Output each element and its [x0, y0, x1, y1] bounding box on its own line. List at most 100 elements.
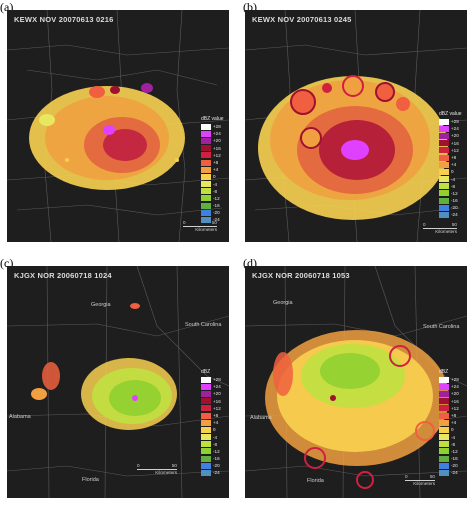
legend-entry: -4	[439, 434, 459, 441]
legend-value: +16	[213, 145, 221, 151]
legend-title: dBZ value	[439, 111, 462, 117]
legend-value: -16	[451, 456, 458, 462]
legend-entry: +16	[201, 145, 221, 152]
place-label-georgia: Georgia	[273, 300, 293, 306]
legend-entry: +20	[439, 132, 459, 139]
legend-value: -20	[213, 463, 220, 469]
legend-swatch	[439, 118, 449, 125]
legend-value: +4	[213, 167, 219, 173]
legend-value: +28	[451, 377, 459, 382]
legend-value: +4	[451, 420, 457, 426]
legend-entry: +12	[201, 405, 221, 412]
legend-swatch	[439, 470, 449, 477]
scale-units: Kilometers	[195, 227, 217, 232]
legend-entry: +16	[201, 398, 221, 405]
legend-swatch	[439, 448, 449, 455]
legend-value: -8	[213, 441, 218, 447]
legend-entry: +24	[439, 125, 459, 132]
legend-entry: -4	[201, 434, 221, 441]
radar-map-b	[245, 10, 467, 242]
legend-value: +28	[213, 377, 221, 382]
legend-value: +4	[451, 162, 457, 168]
legend-entry: -4	[201, 181, 221, 188]
radar-panel-c: KJGX NOR 20060718 1024 Georgia South Car…	[7, 266, 229, 498]
panel-title-d: KJGX NOR 20060718 1053	[252, 271, 350, 280]
legend-entry: -12	[439, 448, 459, 455]
legend-swatch	[201, 166, 211, 173]
scale-bar-b: 0 50 Kilometers	[423, 222, 457, 234]
legend-swatch	[439, 426, 449, 433]
scale-tick: 0	[405, 474, 408, 479]
legend-swatch	[201, 195, 211, 202]
legend-value: +20	[451, 391, 459, 397]
legend-entry: +12	[439, 405, 459, 412]
legend-swatch	[201, 188, 211, 195]
legend-entry: +28	[439, 376, 459, 383]
legend-entry: -8	[439, 183, 459, 190]
legend-swatch	[201, 455, 211, 462]
radar-panel-a: KEWX NOV 20070613 0216 dBZ value +28 +24 +…	[7, 10, 229, 242]
radar-map-c	[7, 266, 229, 498]
legend-entry: -24	[201, 216, 221, 224]
panel-title-c: KJGX NOR 20060718 1024	[14, 271, 112, 280]
legend-title: dBZ value	[201, 116, 224, 122]
legend-entry: -20	[439, 204, 459, 211]
legend-swatch	[201, 412, 211, 419]
legend-swatch	[201, 145, 211, 152]
legend-swatch	[201, 202, 211, 209]
legend-entry: +4	[439, 419, 459, 426]
legend-swatch	[439, 161, 449, 168]
legend-swatch	[201, 209, 211, 216]
radar-map-a	[7, 10, 229, 242]
legend-entry: +12	[439, 147, 459, 154]
legend-value: +12	[213, 152, 221, 158]
legend-swatch	[439, 455, 449, 462]
legend-entry: 0	[439, 168, 459, 175]
scale-bar-d: 0 50 Kilometers	[405, 474, 435, 486]
legend-value: +20	[213, 391, 221, 397]
legend-entry: +24	[201, 130, 221, 137]
legend-value: +8	[451, 154, 457, 160]
legend-value: +12	[451, 405, 459, 411]
scale-tick: 0	[183, 220, 186, 225]
legend-swatch	[201, 398, 211, 405]
legend-entry: -4	[439, 176, 459, 183]
legend-value: -8	[213, 188, 218, 194]
legend-value: +4	[213, 420, 219, 426]
legend-value: -16	[213, 203, 220, 209]
legend-entry: +24	[439, 383, 459, 390]
legend-value: -20	[451, 205, 458, 211]
legend-value: +28	[213, 124, 221, 129]
legend-value: +24	[451, 126, 459, 132]
radar-map-d	[245, 266, 467, 498]
legend-swatch	[201, 383, 211, 390]
scale-bar-c: 0 50 Kilometers	[137, 463, 177, 475]
legend-value: -24	[213, 217, 220, 223]
place-label-florida: Florida	[307, 478, 324, 484]
legend-value: -4	[451, 434, 456, 440]
legend-value: -12	[451, 190, 458, 196]
legend-swatch	[439, 190, 449, 197]
scale-tick: 0	[137, 463, 140, 468]
legend-entry: +20	[439, 390, 459, 397]
legend-entry: +4	[201, 419, 221, 426]
legend-entry: -24	[439, 469, 459, 477]
legend-value: +24	[451, 384, 459, 390]
legend-value: +28	[451, 119, 459, 124]
legend-entry: +20	[201, 390, 221, 397]
place-label-alabama: Alabama	[250, 415, 272, 421]
legend-swatch	[439, 412, 449, 419]
legend-swatch	[439, 168, 449, 175]
legend-entry: -20	[439, 462, 459, 469]
scale-units: Kilometers	[435, 229, 457, 234]
legend-value: 0	[213, 174, 216, 180]
legend-swatch	[201, 405, 211, 412]
legend-value: 0	[451, 427, 454, 433]
echo-region	[31, 303, 177, 430]
legend-value: -24	[451, 470, 458, 476]
legend-value: -4	[213, 181, 218, 187]
legend-value: -20	[213, 210, 220, 216]
legend-value: -4	[213, 434, 218, 440]
radar-panel-b: KEWX NOV 20070613 0245 dBZ value +28 +24 +…	[245, 10, 467, 242]
place-label-georgia: Georgia	[91, 302, 111, 308]
